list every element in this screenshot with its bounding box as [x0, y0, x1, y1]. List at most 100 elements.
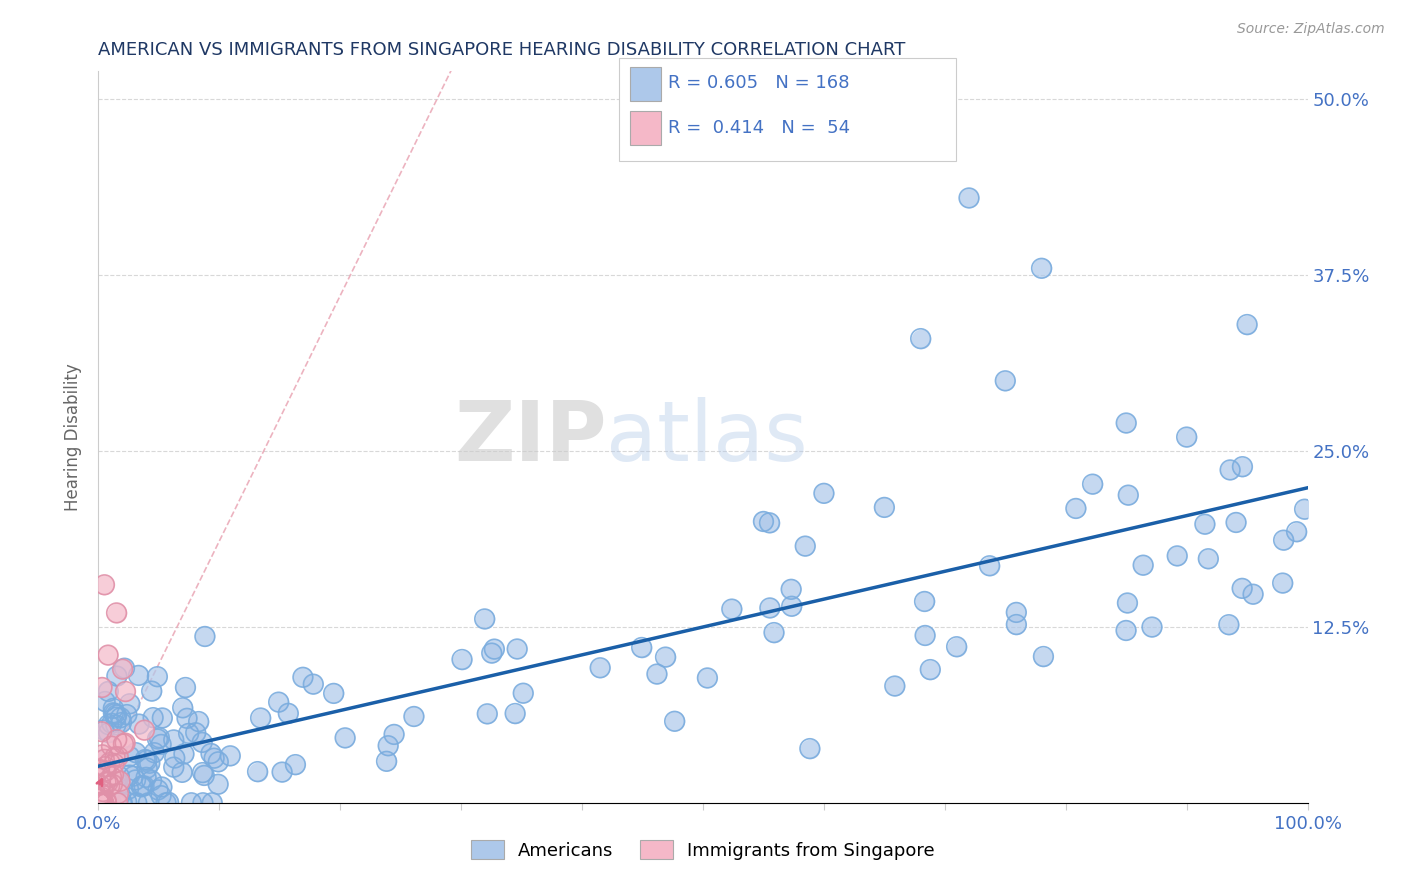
Point: [97, 648, 120, 662]
Point: [105, 796, 128, 810]
Point: [98, 796, 121, 810]
Point: [910, 332, 932, 346]
Point: [277, 706, 299, 721]
Point: [111, 796, 134, 810]
Point: [101, 777, 124, 791]
Point: [477, 706, 499, 721]
Point: [957, 191, 980, 205]
Point: [207, 777, 229, 791]
Point: [98, 756, 121, 770]
Point: [979, 558, 1001, 573]
Point: [758, 516, 780, 530]
Point: [93, 796, 115, 810]
Point: [187, 714, 209, 729]
Point: [93, 578, 115, 592]
Point: [107, 749, 129, 764]
Point: [645, 667, 668, 681]
Point: [271, 765, 294, 780]
Point: [157, 795, 180, 809]
Point: [90, 796, 112, 810]
Point: [799, 741, 821, 756]
Point: [150, 789, 173, 803]
Point: [98, 796, 121, 810]
Point: [202, 751, 225, 765]
Point: [150, 780, 173, 794]
Point: [177, 726, 200, 740]
Point: [1219, 463, 1241, 477]
Point: [110, 788, 132, 802]
Point: [104, 718, 127, 732]
Point: [219, 748, 242, 763]
Point: [91, 796, 114, 810]
Point: [111, 796, 134, 810]
Point: [1132, 558, 1154, 573]
Point: [759, 601, 782, 615]
Point: [118, 749, 141, 764]
Point: [110, 711, 132, 725]
Point: [752, 515, 775, 529]
Point: [249, 711, 271, 725]
Point: [100, 739, 122, 753]
Point: [98, 758, 121, 772]
Point: [114, 661, 136, 675]
Point: [94, 764, 117, 778]
Point: [377, 739, 399, 753]
Point: [1115, 624, 1137, 638]
Point: [93, 752, 115, 766]
Point: [277, 706, 299, 721]
Point: [696, 671, 718, 685]
Point: [322, 686, 344, 700]
Point: [115, 795, 138, 809]
Point: [118, 697, 141, 711]
Point: [104, 749, 127, 764]
Point: [110, 711, 132, 725]
Point: [125, 796, 148, 810]
Point: [100, 770, 122, 784]
Point: [91, 784, 114, 798]
Point: [759, 601, 782, 615]
Point: [108, 777, 131, 791]
Point: [201, 796, 224, 810]
Point: [873, 500, 896, 515]
Point: [93, 796, 115, 810]
Point: [118, 768, 141, 782]
Point: [94, 786, 117, 800]
Point: [107, 787, 129, 801]
Point: [813, 486, 835, 500]
Point: [143, 746, 166, 760]
Point: [89, 762, 111, 776]
Point: [105, 708, 128, 723]
Point: [1218, 617, 1240, 632]
Point: [103, 701, 125, 715]
Point: [98, 758, 121, 772]
Point: [90, 787, 112, 801]
Point: [979, 558, 1001, 573]
Point: [110, 796, 132, 810]
Point: [125, 796, 148, 810]
Point: [1116, 488, 1139, 502]
Point: [1166, 549, 1188, 563]
Point: [98, 779, 121, 793]
Point: [506, 642, 529, 657]
Point: [91, 796, 114, 810]
Point: [141, 773, 163, 788]
Point: [763, 625, 786, 640]
Point: [155, 796, 177, 810]
Point: [146, 670, 169, 684]
Point: [112, 737, 135, 751]
Point: [177, 726, 200, 740]
Point: [780, 582, 803, 597]
Point: [780, 582, 803, 597]
Point: [134, 752, 156, 766]
Point: [696, 671, 718, 685]
Point: [219, 748, 242, 763]
Point: [98, 788, 121, 802]
Point: [1285, 524, 1308, 539]
Point: [794, 539, 817, 553]
Y-axis label: Hearing Disability: Hearing Disability: [65, 363, 83, 511]
Point: [1115, 416, 1137, 430]
Point: [124, 772, 146, 787]
Point: [477, 706, 499, 721]
Point: [89, 796, 111, 810]
Point: [945, 640, 967, 654]
